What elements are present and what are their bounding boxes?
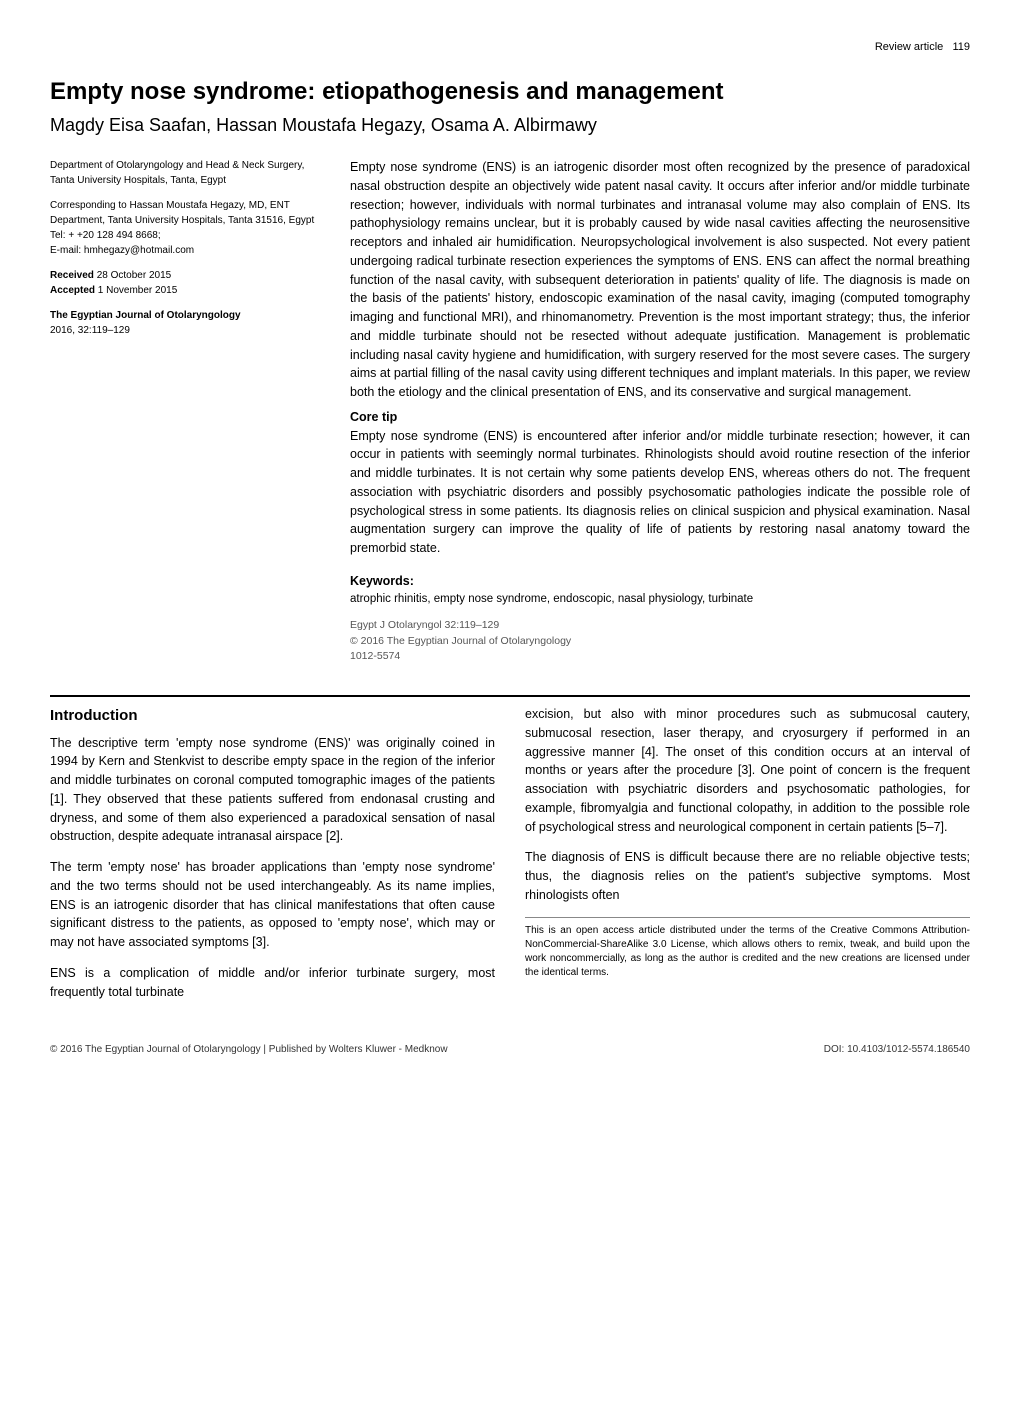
journal-ref: 2016, 32:119–129	[50, 325, 130, 336]
intro-para-5: The diagnosis of ENS is difficult becaus…	[525, 848, 970, 904]
abstract-columns: Department of Otolaryngology and Head & …	[50, 158, 970, 665]
article-title: Empty nose syndrome: etiopathogenesis an…	[50, 75, 970, 109]
article-category: Review article	[875, 41, 943, 53]
accepted-date: 1 November 2015	[98, 285, 178, 296]
journal-citation: Egypt J Otolaryngol 32:119–129	[350, 619, 499, 631]
page-number: 119	[952, 41, 970, 53]
intro-left-column: Introduction The descriptive term 'empty…	[50, 705, 495, 1013]
issn-text: 1012-5574	[350, 650, 400, 662]
accepted-label: Accepted	[50, 285, 95, 296]
core-tip-text: Empty nose syndrome (ENS) is encountered…	[350, 427, 970, 558]
core-tip-label: Core tip	[350, 408, 970, 427]
intro-para-2: The term 'empty nose' has broader applic…	[50, 858, 495, 952]
keywords-label: Keywords:	[350, 572, 970, 591]
intro-right-column: excision, but also with minor procedures…	[525, 705, 970, 1013]
corresponding-text: Corresponding to Hassan Moustafa Hegazy,…	[50, 200, 314, 241]
department-text: Department of Otolaryngology and Head & …	[50, 158, 320, 188]
affiliation-column: Department of Otolaryngology and Head & …	[50, 158, 320, 665]
footer-left: © 2016 The Egyptian Journal of Otolaryng…	[50, 1043, 448, 1057]
license-box: This is an open access article distribut…	[525, 917, 970, 980]
keywords-text: atrophic rhinitis, empty nose syndrome, …	[350, 591, 970, 608]
email-text: E-mail: hmhegazy@hotmail.com	[50, 245, 194, 256]
section-separator	[50, 695, 970, 697]
journal-name: The Egyptian Journal of Otolaryngology	[50, 310, 241, 321]
intro-para-3: ENS is a complication of middle and/or i…	[50, 964, 495, 1002]
abstract-column: Empty nose syndrome (ENS) is an iatrogen…	[350, 158, 970, 665]
journal-info: Egypt J Otolaryngol 32:119–129 © 2016 Th…	[350, 618, 970, 665]
article-authors: Magdy Eisa Saafan, Hassan Moustafa Hegaz…	[50, 113, 970, 138]
intro-para-4: excision, but also with minor procedures…	[525, 705, 970, 836]
received-label: Received	[50, 270, 94, 281]
received-date: 28 October 2015	[97, 270, 172, 281]
page-footer: © 2016 The Egyptian Journal of Otolaryng…	[50, 1043, 970, 1057]
header-line: Review article 119	[50, 40, 970, 55]
intro-para-1: The descriptive term 'empty nose syndrom…	[50, 734, 495, 847]
introduction-heading: Introduction	[50, 705, 495, 728]
copyright-text: © 2016 The Egyptian Journal of Otolaryng…	[350, 635, 571, 647]
footer-right: DOI: 10.4103/1012-5574.186540	[824, 1043, 970, 1057]
introduction-section: Introduction The descriptive term 'empty…	[50, 705, 970, 1013]
abstract-text: Empty nose syndrome (ENS) is an iatrogen…	[350, 158, 970, 402]
